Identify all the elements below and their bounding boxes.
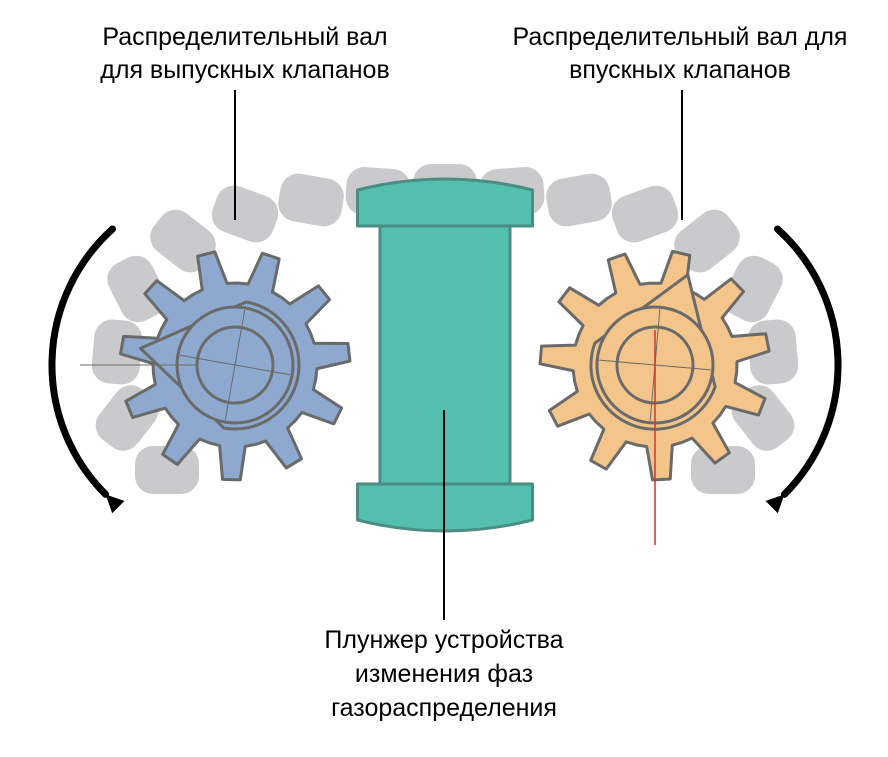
label-intake-cam-line1: Распределительный вал для [513,23,848,51]
diagram-svg: Распределительный вал для выпускных клап… [0,0,888,757]
label-exhaust-cam-line2: для выпускных клапанов [100,56,389,84]
label-plunger-line1: Плунжер устройства [324,626,563,654]
label-exhaust-cam-line1: Распределительный вал [102,23,387,51]
intake-cam-gear [531,241,777,545]
label-plunger-line2: изменения фаз [355,660,533,688]
label-intake-cam-line2: впускных клапанов [569,56,791,84]
label-plunger-line3: газораспределения [331,694,557,722]
